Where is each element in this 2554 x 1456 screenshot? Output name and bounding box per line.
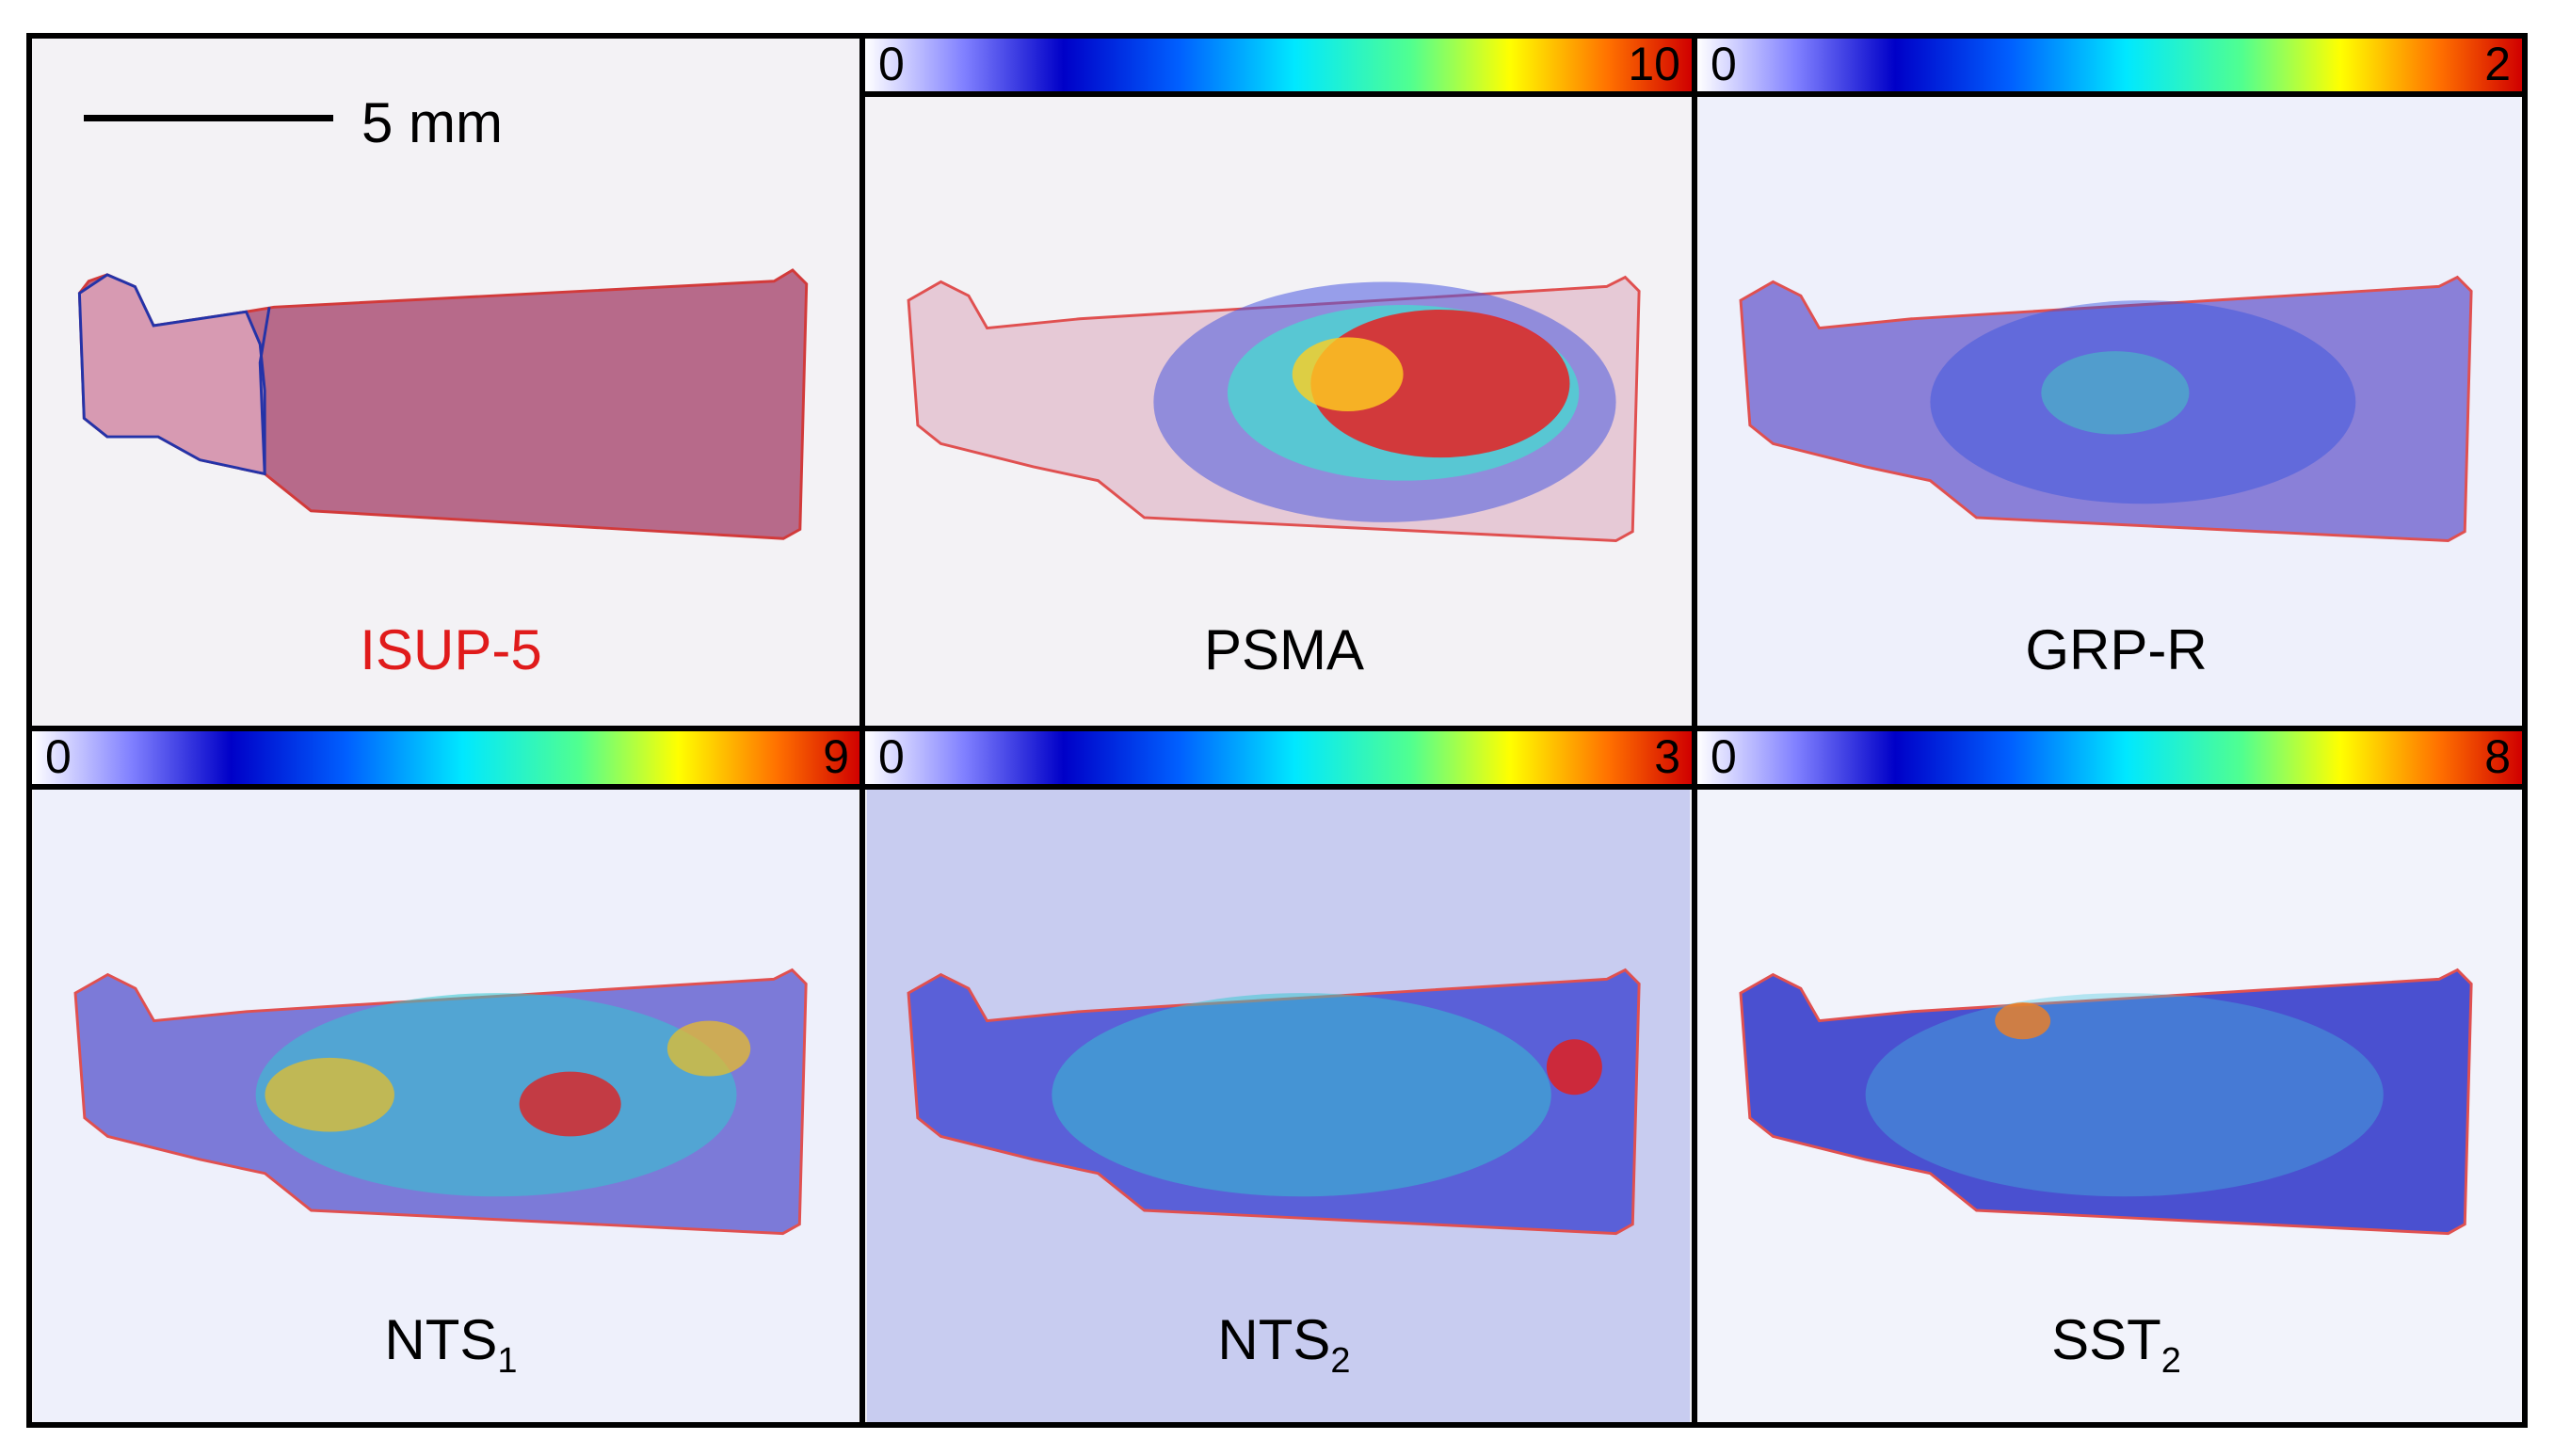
colorbar-max: 3 (1654, 730, 1680, 783)
grpr-heatmap-image (1698, 97, 2521, 726)
panel-label-grpr: GRP-R (2025, 618, 2208, 681)
colorbar-min: 0 (878, 38, 905, 90)
tissue-he-image (77, 268, 809, 540)
panel-psma: PSMA (859, 91, 1697, 731)
panel-grpr: GRP-R (1692, 91, 2528, 731)
colorbar-nts2: 0 3 (859, 726, 1697, 790)
scale-bar (84, 115, 333, 121)
colorbar-min: 0 (1711, 730, 1737, 783)
scale-bar-label: 5 mm (361, 91, 503, 154)
colorbar-sst2: 0 8 (1692, 726, 2528, 790)
tissue-section (77, 268, 809, 540)
colorbar-max: 2 (2484, 38, 2511, 90)
panel-label-nts1: NTS1 (384, 1308, 518, 1381)
colorbar-max: 9 (823, 730, 849, 783)
panel-he-stain: 5 mm ISUP-5 (26, 33, 866, 731)
psma-heatmap-image (907, 275, 1641, 543)
nts2-heatmap-image (866, 790, 1691, 1422)
colorbar-nts1: 0 9 (26, 726, 866, 790)
panel-sst2: SST2 (1692, 784, 2528, 1428)
nts1-heatmap-image (33, 790, 859, 1422)
colorbar-min: 0 (878, 730, 905, 783)
colorbar-max: 8 (2484, 730, 2511, 783)
colorbar-min: 0 (45, 730, 72, 783)
panel-nts2: NTS2 (859, 784, 1697, 1428)
panel-label-sst2: SST2 (2051, 1308, 2181, 1381)
panel-label-nts2: NTS2 (1217, 1308, 1351, 1381)
panel-label-isup5: ISUP-5 (360, 618, 542, 681)
colorbar-min: 0 (1711, 38, 1737, 90)
sst2-heatmap-image (1698, 790, 2521, 1422)
colorbar-grpr: 0 2 (1692, 33, 2528, 97)
colorbar-psma: 0 10 (859, 33, 1697, 97)
colorbar-max: 10 (1628, 38, 1680, 90)
panel-nts1: NTS1 (26, 784, 866, 1428)
panel-label-psma: PSMA (1203, 618, 1365, 681)
